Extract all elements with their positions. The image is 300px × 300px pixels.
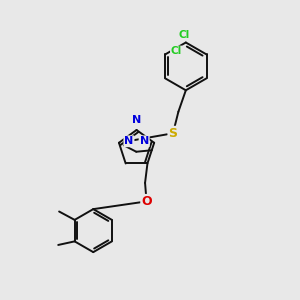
Text: N: N: [124, 136, 134, 146]
Text: O: O: [141, 195, 152, 208]
Text: N: N: [140, 136, 149, 146]
Text: Cl: Cl: [171, 46, 182, 56]
Text: Cl: Cl: [179, 30, 190, 40]
Text: N: N: [132, 115, 141, 124]
Text: S: S: [169, 127, 178, 140]
